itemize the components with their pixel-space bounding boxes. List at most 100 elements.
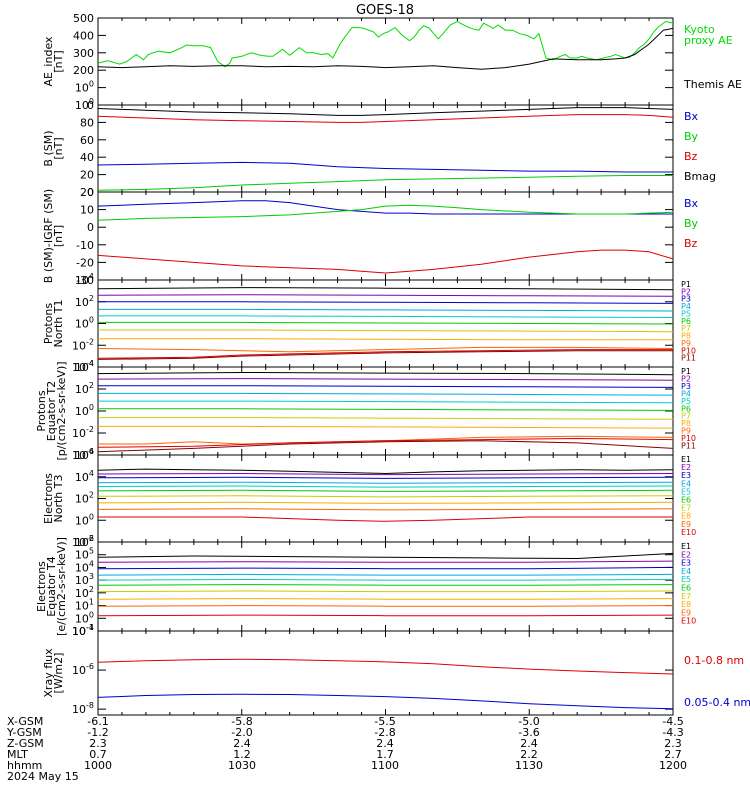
y-tick-label: 500 [73, 12, 94, 25]
legend-channel: P10 [681, 434, 696, 443]
legend-channel: P4 [681, 302, 691, 311]
y-tick-label: 104 [75, 359, 94, 374]
y-tick-label: 0 [87, 221, 94, 234]
y-tick-label: 100 [75, 80, 94, 95]
panel-frame [97, 541, 674, 632]
footer-label-x-gsm: X-GSM [7, 715, 43, 728]
y-tick-label: -30 [76, 274, 94, 287]
footer-value: -1.2 [87, 726, 108, 739]
footer-value: 1.2 [233, 748, 251, 761]
series-line-p7 [98, 417, 673, 420]
series-line-e6 [98, 489, 673, 492]
legend-channel: E8 [681, 512, 691, 521]
y-axis-label: AE_index [42, 36, 55, 87]
series-line-0-05-0-4-nm [98, 693, 673, 710]
legend-item: Kyoto [684, 23, 715, 36]
series-line-e5 [98, 578, 673, 581]
series-line-bz [98, 249, 673, 274]
x-axis-footer: X-GSM Y-GSM Z-GSM MLT hhmm 2024 May 15 -… [6, 715, 687, 783]
y-tick-label: -10 [76, 239, 94, 252]
series-line-e10 [98, 516, 673, 522]
series-line-p11 [98, 440, 673, 453]
series-line-p6 [98, 408, 673, 411]
legend-channel: P10 [681, 346, 696, 355]
legend-channel: P7 [681, 324, 691, 333]
series-line-e4 [98, 481, 673, 484]
footer-value: -2.8 [374, 726, 395, 739]
legend-channel: P1 [681, 280, 691, 289]
legend-item: proxy AE [684, 34, 733, 47]
series-line-p3 [98, 385, 673, 388]
series-line-p4 [98, 392, 673, 396]
series-line-e2 [98, 560, 673, 563]
series-line-e1 [98, 468, 673, 475]
y-tick-label: 200 [73, 64, 94, 77]
legend-item: Bx [684, 197, 699, 210]
legend-channel: E9 [681, 520, 691, 529]
footer-value: 0.7 [89, 748, 107, 761]
legend-channel: E7 [681, 592, 691, 601]
footer-label-z-gsm: Z-GSM [7, 737, 44, 750]
legend-channel: P9 [681, 427, 691, 436]
legend-channel: P7 [681, 412, 691, 421]
series-line-e8 [98, 501, 673, 504]
y-tick-label: 102 [75, 491, 94, 506]
y-tick-label: 10-2 [72, 337, 94, 352]
series-line-p8 [98, 338, 673, 341]
legend-channel: E3 [681, 471, 691, 480]
legend-channel: P4 [681, 389, 691, 398]
series-line-p2 [98, 294, 673, 297]
legend-channel: E4 [681, 567, 691, 576]
y-axis-label: [W/m2] [52, 653, 65, 694]
legend-channel: E10 [681, 528, 696, 537]
footer-value: -6.1 [87, 715, 108, 728]
panel-xray: 10-8 10-6 10-4 Xray flux[W/m2] 0.1-0.8 nm 0.0… [42, 623, 750, 716]
footer-value: 2.4 [520, 737, 538, 750]
legend-item: Themis AE [683, 78, 742, 91]
series-line-e3 [98, 566, 673, 570]
y-axis-label: Electrons [42, 473, 55, 524]
legend-channel: P2 [681, 287, 691, 296]
y-axis-label: [e/(cm2-s-sr-keV)] [55, 537, 68, 636]
series-line-e4 [98, 573, 673, 576]
footer-value: -5.5 [374, 715, 395, 728]
footer-value: -4.3 [662, 726, 683, 739]
legend-item: By [684, 217, 699, 230]
series-line-by [98, 175, 673, 191]
series-line-e3 [98, 476, 673, 479]
y-axis-label: B (SM)-IGRF (SM) [42, 189, 55, 283]
legend-channel: P8 [681, 332, 691, 341]
y-tick-label: 104 [75, 469, 94, 484]
footer-value: -3.6 [518, 726, 539, 739]
y-axis-label: Protons [35, 390, 48, 431]
footer-value: 2.4 [233, 737, 251, 750]
y-axis-label: North T1 [52, 300, 65, 348]
series-line-e1 [98, 552, 673, 560]
series-line-e2 [98, 472, 673, 476]
chart-title: GOES-18 [356, 3, 414, 18]
legend-channel: E5 [681, 575, 691, 584]
legend-channel: E3 [681, 559, 691, 568]
series-line-themis-ae [98, 27, 673, 70]
legend-item: Bx [684, 110, 699, 123]
series-line-e7 [98, 495, 673, 498]
legend-channel: P8 [681, 419, 691, 428]
series-line-p10 [98, 437, 673, 448]
y-axis-label: [nT] [52, 137, 65, 159]
y-tick-label: 106 [75, 447, 94, 462]
legend-item: Bz [684, 150, 698, 163]
legend-item: 0.1-0.8 nm [684, 654, 744, 667]
y-tick-label: 10 [80, 204, 94, 217]
series-line-p6 [98, 321, 673, 325]
legend-channel: P6 [681, 317, 691, 326]
series-line-e10 [98, 614, 673, 617]
footer-value: 1000 [84, 759, 112, 772]
footer-value: -2.0 [231, 726, 252, 739]
series-line-e5 [98, 485, 673, 488]
legend-channel: E4 [681, 479, 691, 488]
y-tick-label: 300 [73, 47, 94, 60]
series-line-p8 [98, 425, 673, 429]
